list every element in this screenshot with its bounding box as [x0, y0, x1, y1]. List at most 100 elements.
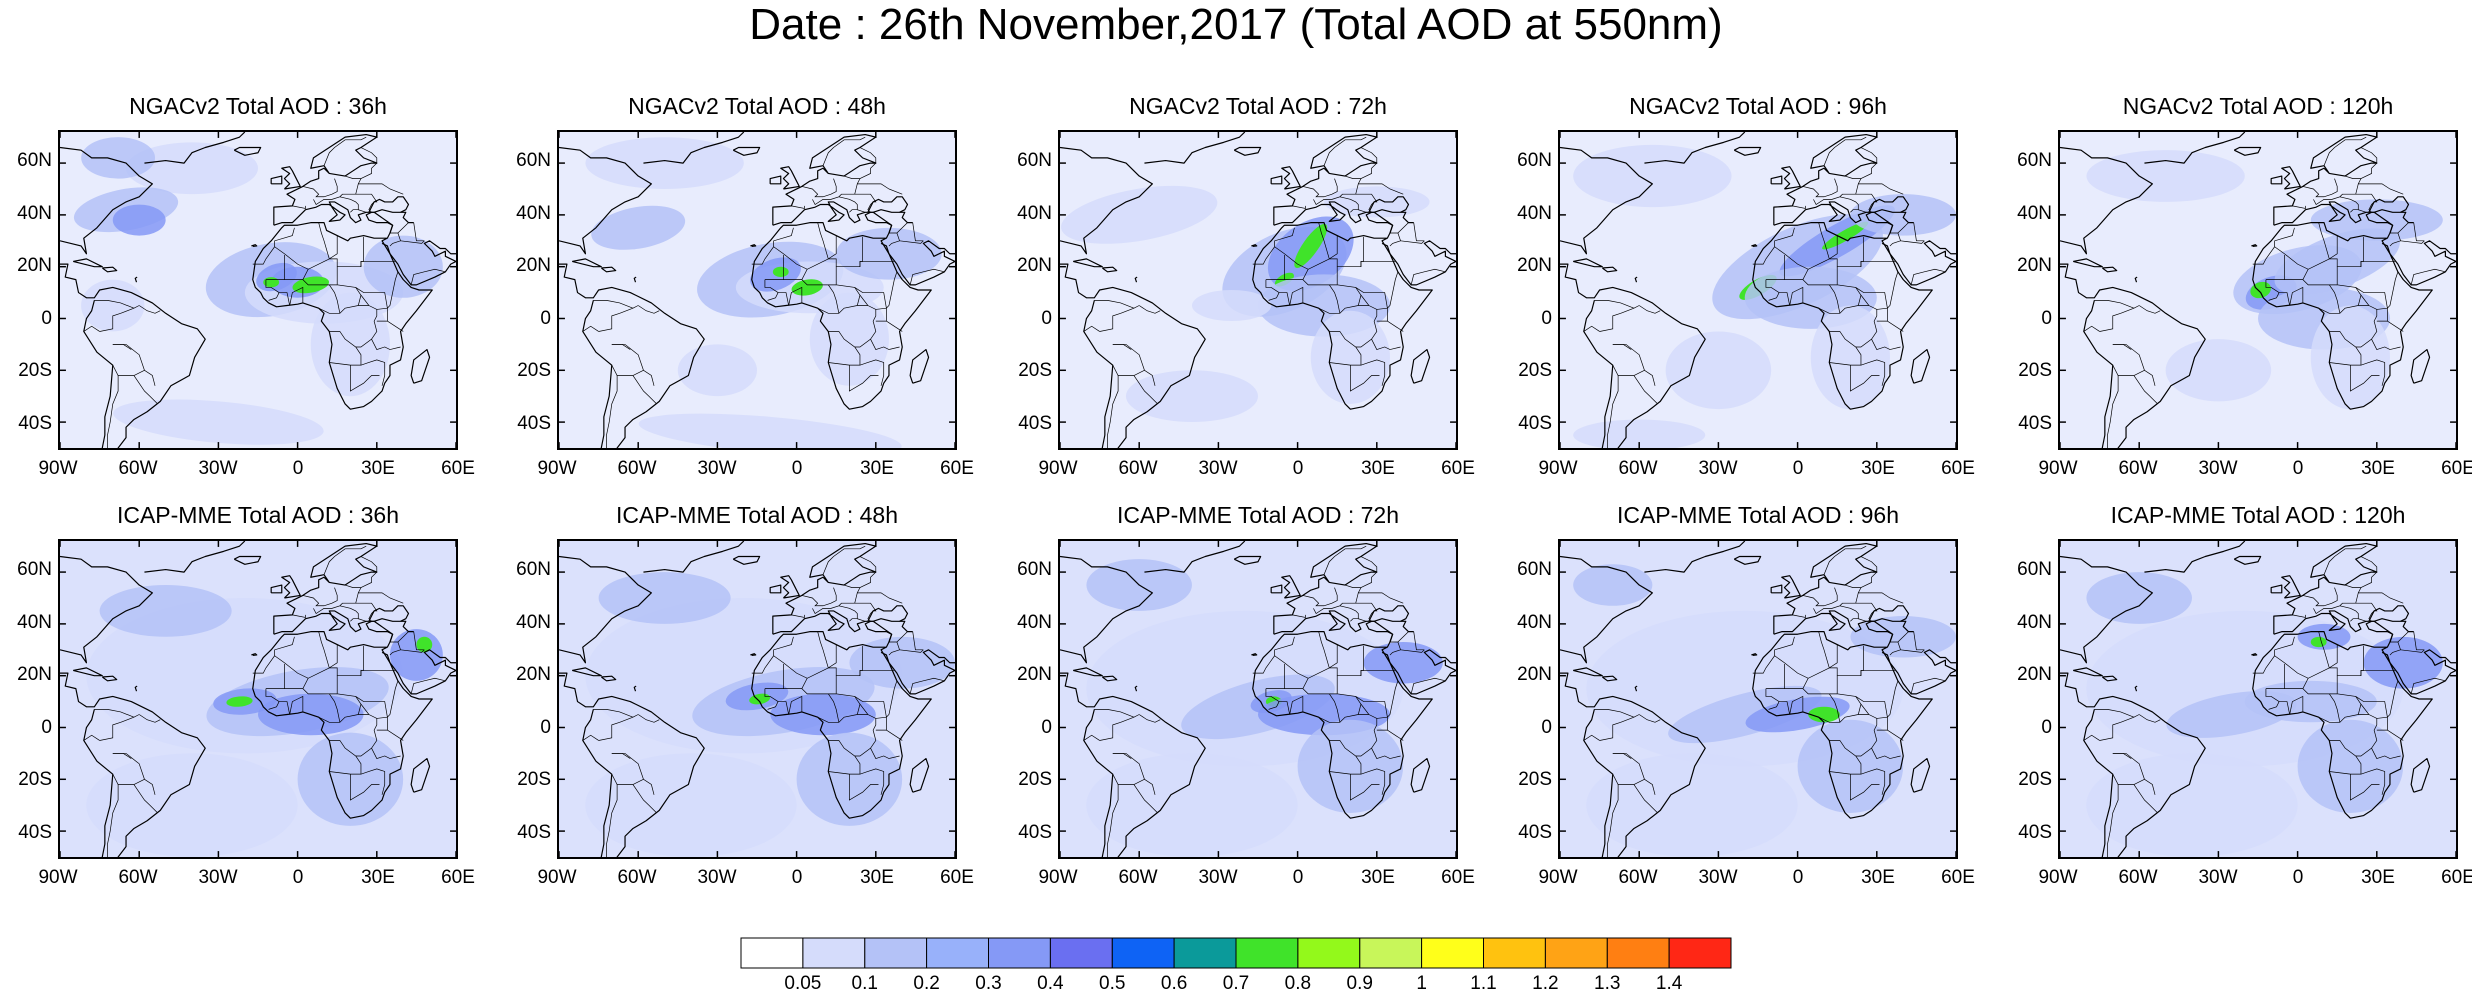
country-border [582, 734, 599, 741]
coastline [1365, 209, 1414, 234]
colorbar-swatch [1421, 937, 1484, 969]
lat-tick-label: 0 [2041, 307, 2052, 329]
colorbar-swatch [988, 937, 1051, 969]
aod-plume [1310, 310, 1390, 404]
country-border [274, 631, 330, 679]
lat-tick-label: 20N [1517, 664, 1552, 686]
country-border [1889, 232, 1902, 247]
country-border [350, 618, 359, 622]
aod-map-panel [557, 539, 957, 859]
country-border [638, 714, 660, 723]
colorbar-swatch [926, 937, 989, 969]
country-border [1329, 359, 1386, 386]
country-border [1765, 664, 1785, 689]
country-border [1268, 292, 1291, 306]
coastline [750, 244, 757, 248]
coastline [144, 541, 246, 573]
country-border [355, 271, 399, 309]
country-border [1360, 294, 1388, 310]
lat-tick-label: 60N [1017, 150, 1052, 172]
coastline [2410, 348, 2431, 384]
coastline [2060, 146, 2153, 255]
country-border [1112, 753, 1132, 759]
country-border [854, 680, 898, 718]
country-border [1858, 183, 1904, 195]
country-border [2350, 365, 2380, 392]
coastline [2144, 541, 2246, 573]
country-border [791, 205, 805, 209]
aod-plume [638, 413, 902, 448]
country-border [1350, 209, 1359, 213]
country-border [1765, 688, 1780, 702]
country-border [1612, 773, 1645, 785]
aod-map-panel [1058, 539, 1458, 859]
country-border [1829, 768, 1886, 795]
country-border [801, 587, 837, 607]
country-border [2274, 222, 2330, 270]
country-border [99, 714, 140, 741]
coastline [144, 132, 246, 164]
country-border [1133, 784, 1158, 814]
country-border [828, 768, 885, 795]
country-border [2292, 205, 2306, 209]
country-border [1813, 175, 1862, 205]
country-border [801, 178, 837, 198]
country-border [133, 375, 158, 405]
country-border [2329, 235, 2338, 260]
country-border [1274, 636, 1295, 656]
country-border [1639, 305, 1661, 314]
coastline [2134, 276, 2138, 283]
lon-tick-label: 60W [1618, 458, 1658, 479]
country-border [2329, 359, 2386, 386]
dust-plume-core [226, 696, 253, 707]
country-border [1313, 584, 1362, 614]
lon-tick-label: 30E [361, 867, 395, 888]
lon-tick-label: 60W [1618, 867, 1658, 888]
lon-tick-label: 60E [1941, 458, 1975, 479]
country-border [2376, 729, 2404, 741]
country-border [389, 631, 409, 643]
country-border [83, 325, 100, 332]
lat-tick-label: 20S [1518, 769, 1552, 791]
coastline [559, 263, 705, 448]
aod-plume [1191, 290, 1272, 322]
coastline [252, 201, 433, 410]
country-border [112, 753, 132, 759]
aod-plume [2086, 572, 2192, 624]
country-border [838, 605, 866, 622]
country-border [1607, 784, 1619, 857]
country-border [2302, 688, 2338, 695]
country-border [2292, 614, 2306, 618]
lon-tick-label: 30W [1198, 458, 1238, 479]
coastline [1381, 649, 1456, 695]
colorbar-swatch [1483, 937, 1546, 969]
country-border [859, 261, 895, 267]
colorbar-tick-label: 1.1 [1470, 973, 1497, 994]
coastline [633, 276, 637, 283]
country-border [318, 305, 369, 314]
coastline [732, 146, 761, 156]
country-border [1329, 235, 1338, 260]
lat-tick-label: 0 [41, 307, 52, 329]
coastline [750, 653, 757, 657]
lon-tick-label: 30W [1698, 458, 1738, 479]
country-border [1599, 305, 1640, 332]
country-border [751, 246, 774, 265]
coastline [867, 605, 909, 622]
lon-tick-label: 30E [1361, 867, 1395, 888]
lat-tick-label: 40S [1518, 821, 1552, 843]
country-border [2252, 246, 2275, 265]
lat-tick-label: 40S [517, 412, 551, 434]
lat-tick-label: 40S [2018, 412, 2052, 434]
lat-tick-label: 0 [2041, 716, 2052, 738]
coastline [1273, 133, 1378, 226]
coastline [410, 757, 431, 793]
country-border [1360, 162, 1378, 179]
country-border [1889, 631, 1909, 643]
country-border [1139, 714, 1161, 723]
country-border [139, 305, 161, 314]
lat-tick-label: 20S [517, 769, 551, 791]
country-border [598, 714, 639, 741]
